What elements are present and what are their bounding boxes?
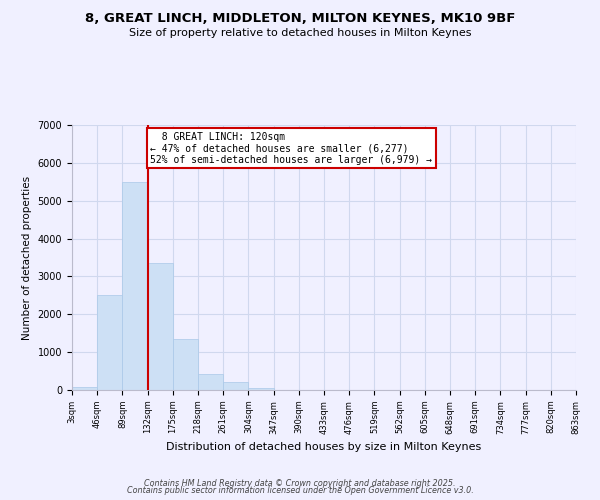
Text: Size of property relative to detached houses in Milton Keynes: Size of property relative to detached ho… [129,28,471,38]
Bar [97,296,122,390]
X-axis label: Distribution of detached houses by size in Milton Keynes: Distribution of detached houses by size … [166,442,482,452]
Bar [122,182,148,390]
Y-axis label: Number of detached properties: Number of detached properties [22,176,32,340]
Bar [198,374,223,390]
Text: Contains HM Land Registry data © Crown copyright and database right 2025.: Contains HM Land Registry data © Crown c… [144,478,456,488]
Bar [148,263,173,390]
Bar [72,387,97,390]
Text: 8 GREAT LINCH: 120sqm
← 47% of detached houses are smaller (6,277)
52% of semi-d: 8 GREAT LINCH: 120sqm ← 47% of detached … [150,132,432,165]
Bar [248,388,274,390]
Text: Contains public sector information licensed under the Open Government Licence v3: Contains public sector information licen… [127,486,473,495]
Bar [173,339,198,390]
Text: 8, GREAT LINCH, MIDDLETON, MILTON KEYNES, MK10 9BF: 8, GREAT LINCH, MIDDLETON, MILTON KEYNES… [85,12,515,26]
Bar [223,382,248,390]
